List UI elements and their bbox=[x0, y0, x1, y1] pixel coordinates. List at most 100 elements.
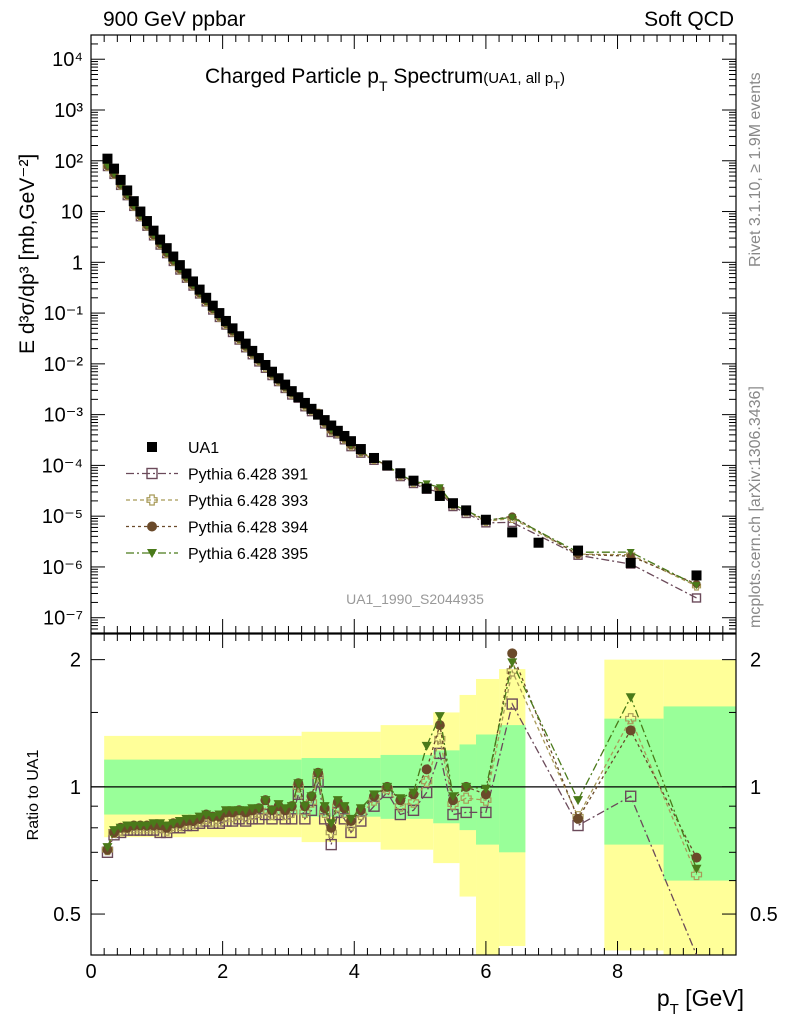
ua1-marker bbox=[247, 345, 258, 356]
ua1-marker bbox=[109, 163, 120, 174]
p395-marker bbox=[293, 779, 304, 789]
ua1-marker bbox=[382, 460, 393, 471]
p395-marker bbox=[306, 792, 317, 802]
x-tick-label: 8 bbox=[612, 961, 623, 983]
p395-marker bbox=[227, 806, 238, 816]
ua1-marker bbox=[234, 331, 245, 342]
legend: UA1 Pythia 6.428 391 Pythia 6.428 393 Pythi… bbox=[126, 440, 308, 563]
p395-marker bbox=[508, 514, 517, 522]
ua1-marker bbox=[181, 268, 192, 279]
p391-marker bbox=[407, 804, 420, 817]
y-tick-label: 10³ bbox=[54, 100, 83, 122]
legend-label: Pythia 6.428 393 bbox=[188, 493, 308, 510]
p395-marker bbox=[332, 796, 343, 806]
p395-marker bbox=[273, 800, 284, 810]
ua1-marker bbox=[280, 379, 291, 390]
ua1-marker bbox=[102, 153, 113, 164]
p395-marker bbox=[382, 782, 393, 792]
p395-marker bbox=[319, 802, 330, 812]
legend-label: Pythia 6.428 394 bbox=[188, 520, 308, 537]
p391-marker bbox=[394, 808, 407, 821]
y-tick-label: 10⁻⁶ bbox=[42, 557, 83, 579]
p395-marker bbox=[155, 819, 166, 829]
p393-marker bbox=[460, 792, 472, 804]
p395-marker bbox=[573, 796, 584, 806]
ua1-marker bbox=[299, 397, 310, 408]
p395-marker bbox=[181, 814, 192, 824]
p395-marker bbox=[447, 792, 458, 802]
p395-marker bbox=[214, 810, 225, 820]
p395-marker bbox=[161, 821, 172, 831]
ua1-marker bbox=[147, 442, 157, 452]
p395-marker bbox=[188, 814, 199, 824]
ua1-marker bbox=[188, 276, 199, 287]
p395-marker bbox=[435, 484, 444, 492]
x-tick-label: 4 bbox=[349, 961, 360, 983]
p395-marker bbox=[480, 784, 491, 794]
band-green bbox=[663, 706, 736, 881]
p394-marker bbox=[421, 764, 432, 775]
ua1-marker bbox=[135, 206, 146, 217]
ua1-marker bbox=[421, 483, 432, 494]
p395-marker bbox=[148, 819, 159, 829]
ua1-marker bbox=[286, 386, 297, 397]
p395-marker bbox=[122, 821, 133, 831]
ratio-y-axis-label: Ratio to UA1 bbox=[25, 750, 42, 841]
p395-marker bbox=[313, 768, 324, 778]
ratio-tick-label: 2 bbox=[70, 650, 81, 672]
p394-marker bbox=[147, 521, 157, 532]
legend-label: Pythia 6.428 395 bbox=[188, 546, 308, 563]
header-right: Soft QCD bbox=[644, 8, 734, 31]
ua1-marker bbox=[220, 315, 231, 326]
ua1-marker bbox=[141, 216, 152, 227]
top-axes: 10⁴ 10³ 10² 10 1 10⁻¹ 10⁻² 10⁻³ 10⁻⁴ 10⁻⁵ 10⁻⁶ 10⁻⁷ bbox=[42, 34, 737, 634]
y-tick-label: 10⁻⁷ bbox=[43, 608, 83, 630]
legend-label: UA1 bbox=[188, 440, 219, 457]
y-tick-label: 10⁻³ bbox=[44, 405, 84, 427]
x-axis-label: pT [GeV] bbox=[657, 985, 744, 1018]
ratio-tick-label: 0.5 bbox=[53, 904, 81, 926]
p395-marker bbox=[421, 741, 432, 751]
bottom-axes: 0 2 4 6 8 2 2 1 1 0.5 0.5 bbox=[53, 633, 778, 983]
ua1-marker bbox=[480, 514, 491, 525]
p395-marker bbox=[207, 812, 218, 822]
ua1-marker bbox=[293, 392, 304, 403]
ua1-marker bbox=[128, 196, 139, 207]
p395-marker bbox=[286, 802, 297, 812]
y-tick-label: 10⁴ bbox=[52, 49, 83, 71]
ua1-marker bbox=[194, 284, 205, 295]
ua1-marker bbox=[168, 251, 179, 262]
top-plot-frame bbox=[90, 34, 737, 634]
ua1-marker bbox=[227, 323, 238, 334]
ua1-marker bbox=[161, 243, 172, 254]
y-tick-label: 10⁻⁴ bbox=[42, 455, 83, 477]
ua1-marker bbox=[369, 452, 380, 463]
ratio-tick-label: 1 bbox=[70, 777, 81, 799]
ua1-marker bbox=[266, 366, 277, 377]
ua1-marker bbox=[326, 420, 337, 431]
p391-marker bbox=[325, 838, 337, 851]
p395-marker bbox=[326, 819, 337, 829]
y-tick-label: 10² bbox=[54, 151, 83, 173]
ratio-plot-frame bbox=[90, 633, 737, 956]
y-axis-label: E d³σ/dp³ [mb,GeV⁻²] bbox=[16, 154, 39, 354]
y-tick-label: 10 bbox=[61, 202, 83, 224]
ratio-tick-label-right: 1 bbox=[750, 777, 761, 799]
p391-marker bbox=[345, 826, 357, 839]
ua1-marker bbox=[122, 185, 133, 196]
p395-marker bbox=[194, 812, 205, 822]
ua1-marker bbox=[625, 557, 636, 568]
p395-marker bbox=[240, 806, 251, 816]
p393-marker bbox=[690, 868, 703, 881]
p395-marker bbox=[369, 790, 380, 800]
ua1-marker bbox=[355, 444, 366, 455]
p395-marker bbox=[135, 821, 146, 831]
y-tick-label: 1 bbox=[72, 252, 83, 274]
p395-marker bbox=[128, 821, 139, 831]
ua1-marker bbox=[332, 425, 343, 436]
ua1-marker bbox=[691, 570, 702, 581]
ua1-marker bbox=[345, 436, 356, 447]
p395-marker bbox=[253, 804, 264, 814]
p391-marker bbox=[506, 698, 518, 710]
